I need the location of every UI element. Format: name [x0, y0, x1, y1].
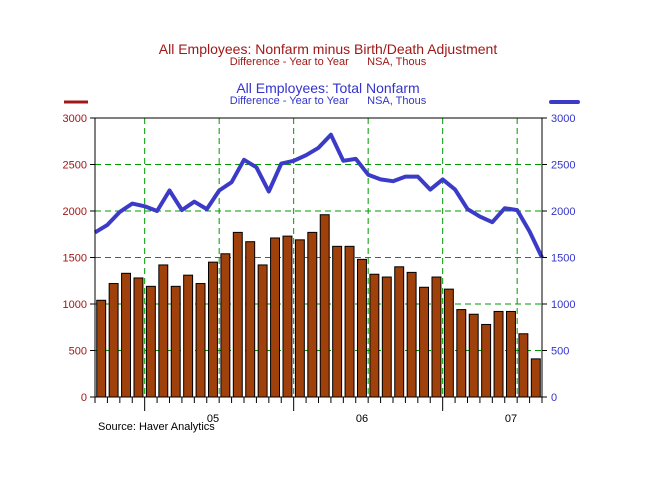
bar: [283, 236, 292, 397]
bar: [109, 284, 118, 397]
left-tick-label: 0: [81, 392, 87, 404]
bar: [457, 310, 466, 397]
source-note: Source: Haver Analytics: [98, 421, 215, 433]
bar: [184, 275, 193, 397]
bar: [407, 272, 416, 397]
bar: [357, 259, 366, 397]
bar: [519, 334, 528, 397]
bar: [221, 254, 230, 397]
left-tick-label: 500: [69, 346, 87, 358]
bar: [382, 277, 391, 397]
bar: [482, 324, 491, 397]
bar-series: [97, 215, 541, 397]
bar: [308, 232, 317, 397]
bar: [345, 246, 354, 397]
bar: [159, 265, 168, 397]
bar: [432, 277, 441, 397]
bar: [295, 240, 304, 397]
left-tick-label: 1000: [63, 299, 87, 311]
bar: [146, 286, 155, 397]
right-tick-label: 2000: [551, 206, 575, 218]
bar: [246, 242, 255, 397]
bar: [97, 300, 106, 397]
right-tick-label: 3000: [551, 113, 575, 125]
right-tick-label: 500: [551, 346, 569, 358]
right-tick-label: 0: [551, 392, 557, 404]
bar: [469, 314, 478, 397]
bar: [370, 274, 379, 397]
bar: [320, 215, 329, 397]
bar: [395, 267, 404, 397]
line-series: [95, 135, 542, 258]
right-tick-label: 2500: [551, 160, 575, 172]
right-tick-label: 1500: [551, 253, 575, 265]
bar: [122, 273, 131, 397]
x-tick-label: 07: [505, 413, 517, 425]
bar: [258, 265, 267, 397]
bar: [171, 286, 180, 397]
bar: [420, 287, 429, 397]
bar: [506, 311, 515, 397]
left-tick-label: 2500: [63, 160, 87, 172]
bar: [494, 311, 503, 397]
bar: [134, 278, 143, 397]
bar: [333, 246, 342, 397]
bar: [444, 289, 453, 397]
bar: [233, 232, 242, 397]
x-tick-label: 06: [356, 413, 368, 425]
right-tick-label: 1000: [551, 299, 575, 311]
bar: [208, 262, 217, 397]
chart-canvas: 0 0 500 500 1000 1000 1500 1500 2000 2000 2500 2500…: [0, 0, 656, 481]
bar: [531, 359, 540, 397]
bar: [196, 284, 205, 397]
line-series-path: [95, 135, 542, 258]
bar: [271, 238, 280, 397]
left-tick-label: 2000: [63, 206, 87, 218]
left-tick-label: 1500: [63, 253, 87, 265]
left-tick-label: 3000: [63, 113, 87, 125]
